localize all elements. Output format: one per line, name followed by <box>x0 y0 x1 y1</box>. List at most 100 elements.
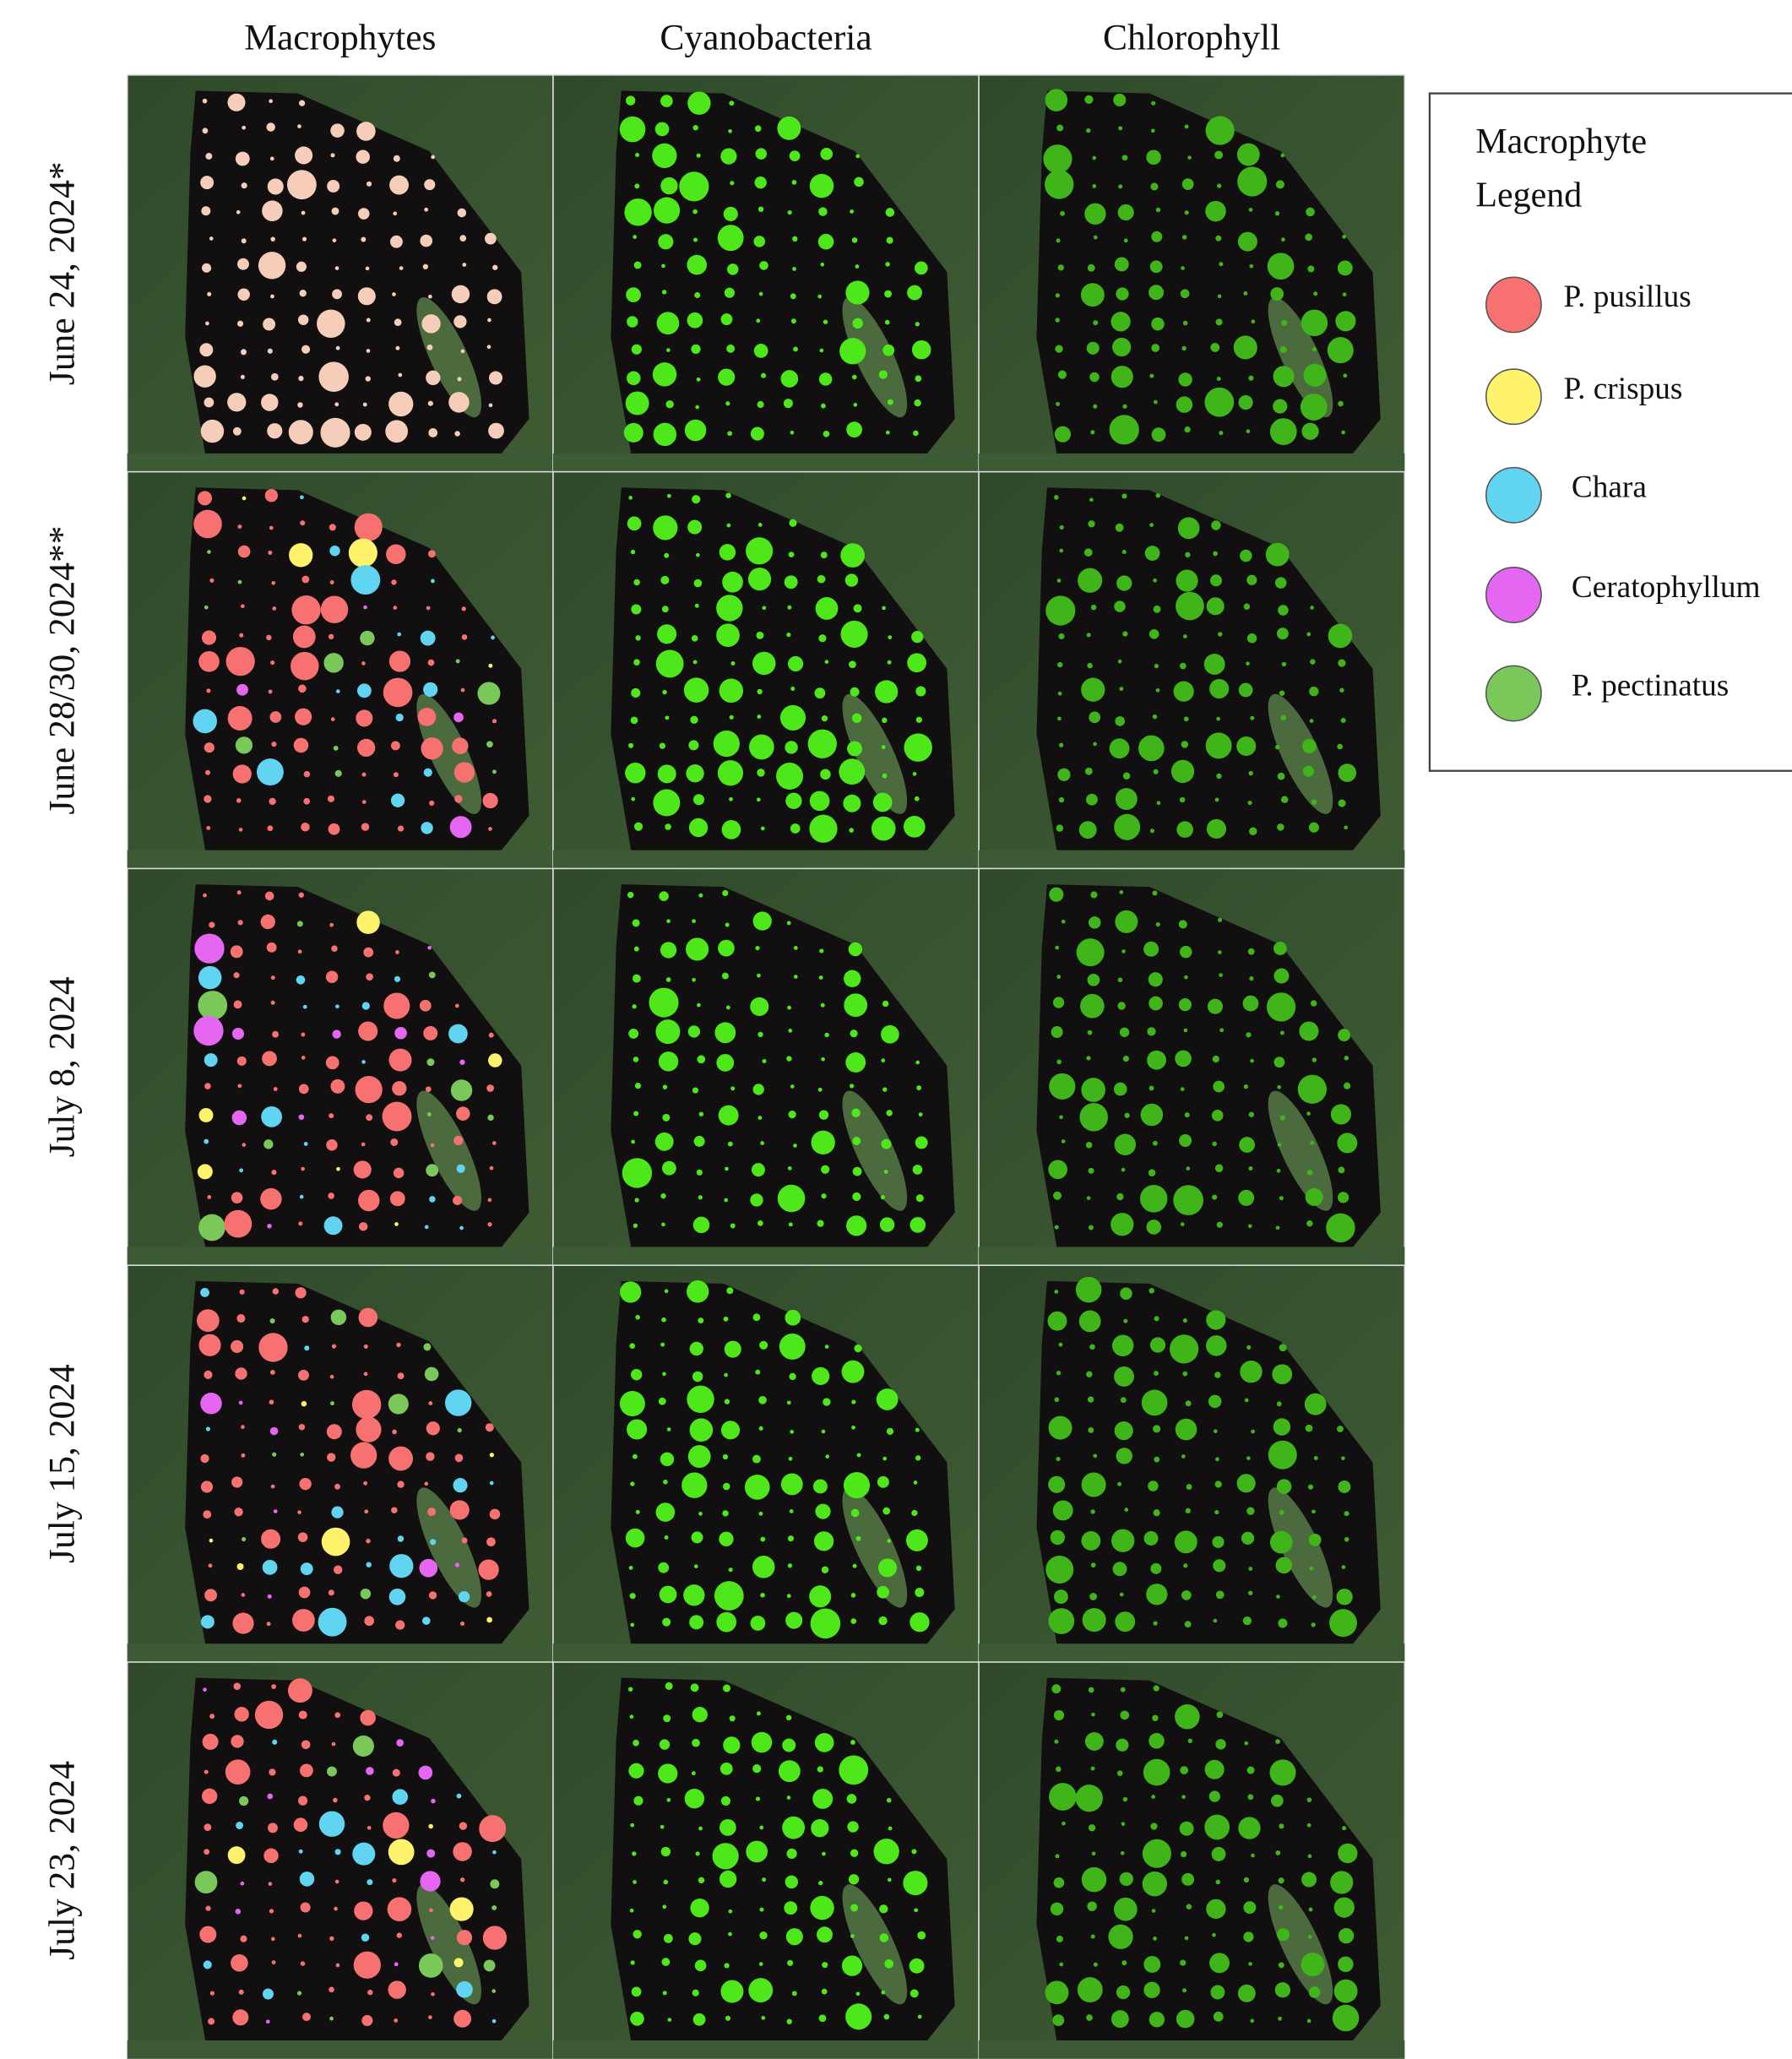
sample-dot <box>660 1193 665 1198</box>
sample-dot <box>662 1161 676 1176</box>
sample-dot <box>1344 1537 1349 1542</box>
sample-dot <box>300 290 307 296</box>
sample-dot <box>1146 150 1161 166</box>
sample-dot <box>823 1398 830 1405</box>
sample-dot <box>398 373 402 378</box>
sample-dot <box>331 945 338 952</box>
sample-dot <box>885 320 890 325</box>
sample-dot <box>785 1876 798 1888</box>
sample-dot <box>756 1796 760 1801</box>
sample-dot <box>1089 1824 1095 1831</box>
sample-dot <box>1249 828 1257 836</box>
sample-dot <box>693 237 698 242</box>
sample-dot <box>203 128 209 133</box>
sample-dot <box>486 741 493 747</box>
sample-dot <box>1087 1196 1091 1200</box>
sample-dot <box>1092 156 1096 160</box>
sample-dot <box>688 1932 701 1945</box>
sample-dot <box>1306 208 1315 217</box>
sample-dot <box>1087 663 1093 669</box>
sample-dot <box>486 1617 492 1623</box>
sample-dot <box>1088 1427 1094 1433</box>
sample-dot <box>1212 1142 1217 1147</box>
sample-dot <box>1091 1713 1095 1717</box>
sample-dot <box>664 1934 673 1943</box>
sample-dot <box>354 1160 372 1178</box>
sample-dot <box>1248 1962 1252 1966</box>
sample-dot <box>301 345 310 354</box>
sample-dot <box>258 252 285 279</box>
sample-dot <box>1214 1372 1220 1377</box>
sample-dot <box>232 1111 247 1125</box>
sample-dot <box>383 678 413 708</box>
sample-dot <box>628 1029 638 1039</box>
sample-dot <box>1054 495 1059 500</box>
sample-dot <box>660 1739 670 1749</box>
sample-dot <box>1209 1790 1220 1801</box>
sample-dot <box>202 631 216 645</box>
sample-dot <box>200 176 214 189</box>
sample-dot <box>790 431 795 435</box>
sample-dot <box>270 660 274 665</box>
sample-dot <box>916 1566 921 1571</box>
sample-dot <box>201 206 210 215</box>
sample-dot <box>448 1024 468 1044</box>
sample-dot <box>698 1877 704 1883</box>
sample-dot <box>630 1593 636 1599</box>
sample-dot <box>1149 2012 1165 2027</box>
sample-dot <box>324 1216 343 1235</box>
sample-dot <box>460 1877 464 1882</box>
sample-dot <box>875 680 898 703</box>
sample-dot <box>269 526 274 530</box>
sample-dot <box>462 634 468 640</box>
sample-dot <box>1089 1168 1094 1174</box>
sample-dot <box>1156 688 1160 693</box>
sample-dot <box>1049 1608 1075 1634</box>
sample-dot <box>361 1934 369 1942</box>
sample-dot <box>728 1932 732 1937</box>
sample-dot <box>361 1060 366 1064</box>
sample-dot <box>1088 974 1100 986</box>
sample-dot <box>1183 1563 1187 1567</box>
sample-dot <box>1185 552 1190 557</box>
sample-dot <box>423 682 437 697</box>
sample-dot <box>1112 338 1131 356</box>
sample-dot <box>209 579 214 583</box>
sample-dot <box>914 1908 918 1912</box>
sample-dot <box>239 633 243 638</box>
sample-dot <box>1246 1507 1254 1514</box>
sample-dot <box>1150 260 1163 273</box>
sample-dot <box>1216 774 1221 779</box>
sample-dot <box>659 891 669 901</box>
sample-dot <box>388 392 413 416</box>
sample-dot <box>300 1763 313 1777</box>
sample-dot <box>1328 624 1353 649</box>
sample-dot <box>1110 312 1130 331</box>
sample-dot <box>1151 1795 1155 1799</box>
map-panel <box>128 1265 553 1662</box>
sample-dot <box>301 211 306 215</box>
sample-dot <box>753 236 765 247</box>
sample-dot <box>854 604 862 612</box>
sample-dot <box>1214 151 1223 160</box>
sample-dot <box>1152 1715 1158 1721</box>
sample-dot <box>631 717 638 725</box>
sample-dot <box>847 742 862 757</box>
shore <box>979 2040 1404 2059</box>
sample-dot <box>689 818 708 837</box>
sample-dot <box>663 1880 668 1885</box>
sample-dot <box>456 1981 473 1998</box>
sample-dot <box>326 971 338 983</box>
sample-dot <box>634 947 639 952</box>
sample-dot <box>1087 1901 1096 1910</box>
sample-dot <box>1085 1732 1104 1751</box>
sample-dot <box>630 1623 634 1627</box>
sample-dot <box>1121 1687 1126 1692</box>
sample-dot <box>1238 395 1252 410</box>
sample-dot <box>1181 346 1186 350</box>
sample-dot <box>454 431 460 437</box>
sample-dot <box>1091 1767 1095 1771</box>
sample-dot <box>453 713 464 723</box>
sample-dot <box>631 1960 635 1964</box>
sample-dot <box>790 1509 794 1513</box>
